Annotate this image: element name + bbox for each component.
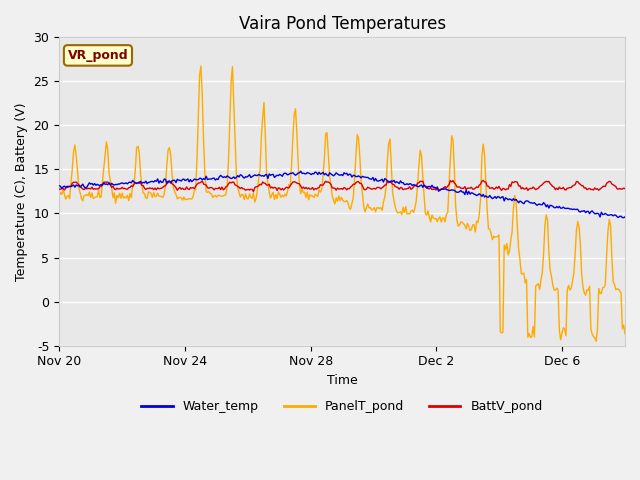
Legend: Water_temp, PanelT_pond, BattV_pond: Water_temp, PanelT_pond, BattV_pond xyxy=(136,395,548,418)
Title: Vaira Pond Temperatures: Vaira Pond Temperatures xyxy=(239,15,445,33)
Text: VR_pond: VR_pond xyxy=(68,49,128,62)
X-axis label: Time: Time xyxy=(326,374,358,387)
Y-axis label: Temperature (C), Battery (V): Temperature (C), Battery (V) xyxy=(15,102,28,281)
